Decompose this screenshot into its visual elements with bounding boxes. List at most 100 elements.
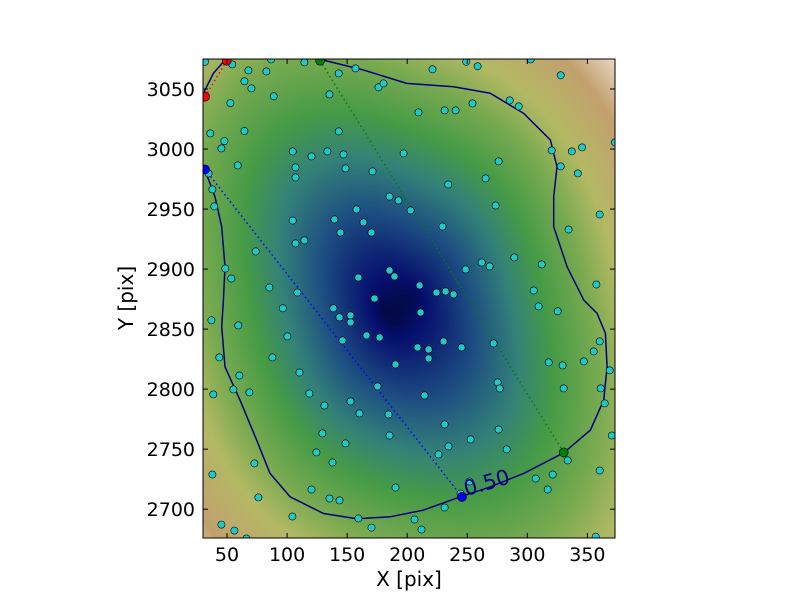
source-point: [307, 152, 316, 161]
source-point: [207, 316, 216, 325]
source-point: [420, 391, 429, 400]
x-axis-ticks: 50 100 150 200 250 300 350: [215, 59, 606, 566]
source-point: [359, 218, 368, 227]
x-tick-label: 100: [269, 544, 305, 566]
source-point: [351, 64, 360, 73]
red-track-line: [204, 60, 228, 98]
source-point: [262, 67, 271, 76]
source-point: [391, 360, 400, 369]
source-point: [341, 164, 350, 173]
source-point: [406, 206, 415, 215]
y-tick-label: 2800: [147, 379, 195, 401]
source-point: [233, 161, 242, 170]
source-point: [362, 331, 371, 340]
source-point: [235, 371, 244, 380]
source-point: [312, 448, 321, 457]
source-point: [338, 336, 347, 345]
source-point: [534, 302, 543, 311]
source-point: [465, 477, 474, 486]
contour-lines: [203, 59, 608, 520]
source-point: [444, 180, 453, 189]
contour-label: 0.50: [461, 465, 513, 501]
source-point: [413, 343, 422, 352]
x-tick-label: 350: [569, 544, 605, 566]
source-point: [265, 283, 274, 292]
source-point: [305, 389, 314, 398]
source-point: [208, 470, 217, 479]
source-point: [335, 313, 344, 322]
heatmap-background: [203, 59, 615, 538]
source-point: [244, 66, 253, 75]
source-point: [293, 288, 302, 297]
y-tick-label: 3000: [147, 139, 195, 161]
contour-line-main: [204, 59, 608, 520]
source-point: [318, 429, 327, 438]
source-point: [291, 163, 300, 172]
y-tick-label: 2700: [147, 499, 195, 521]
source-point: [567, 147, 576, 156]
source-point: [367, 228, 376, 237]
source-point: [543, 485, 552, 494]
scatter-points: [203, 59, 615, 538]
blue-track-line: [204, 168, 463, 498]
source-point: [346, 311, 355, 320]
blue-track-endpoint: [457, 492, 467, 502]
source-point: [529, 286, 538, 295]
source-point: [537, 260, 546, 269]
plot-frame: [202, 58, 616, 539]
x-axis-label: X [pix]: [376, 567, 442, 591]
source-point: [278, 304, 287, 313]
source-point: [334, 127, 343, 136]
source-point: [325, 494, 334, 503]
source-point: [489, 339, 498, 348]
source-point: [596, 384, 605, 393]
source-point: [229, 385, 238, 394]
source-point: [424, 354, 433, 363]
source-point: [391, 483, 400, 492]
source-point: [563, 456, 572, 465]
source-point: [461, 265, 470, 274]
source-point: [370, 294, 379, 303]
source-point: [600, 399, 609, 408]
source-point: [247, 84, 256, 93]
source-point: [564, 225, 573, 234]
source-point: [385, 266, 394, 275]
source-point: [485, 262, 494, 271]
source-point: [439, 337, 448, 346]
source-point: [595, 210, 604, 219]
source-point: [368, 167, 377, 176]
source-point: [510, 253, 519, 262]
source-point: [367, 523, 376, 532]
x-tick-label: 250: [449, 544, 485, 566]
source-point: [352, 205, 361, 214]
source-point: [354, 514, 363, 523]
source-point: [491, 201, 500, 210]
source-point: [556, 162, 565, 171]
source-point: [591, 532, 600, 538]
source-point: [589, 347, 598, 356]
source-point: [226, 99, 235, 107]
source-point: [544, 358, 553, 367]
y-axis-label: Y [pix]: [114, 266, 138, 331]
source-point: [531, 474, 540, 483]
source-point: [291, 173, 300, 182]
source-point: [240, 77, 249, 86]
source-point: [481, 174, 490, 183]
source-point: [424, 345, 433, 354]
source-point: [466, 435, 475, 444]
source-point: [209, 390, 218, 399]
source-point: [373, 382, 382, 391]
source-point: [399, 149, 408, 158]
source-point: [556, 71, 565, 80]
source-point: [495, 384, 504, 393]
source-point: [329, 304, 338, 313]
source-point: [291, 239, 300, 248]
source-point: [438, 222, 447, 231]
x-tick-label: 150: [329, 544, 365, 566]
source-point: [384, 410, 393, 419]
x-tick-label: 300: [509, 544, 545, 566]
source-point: [451, 106, 460, 115]
source-point: [346, 397, 355, 406]
source-point: [250, 459, 259, 468]
